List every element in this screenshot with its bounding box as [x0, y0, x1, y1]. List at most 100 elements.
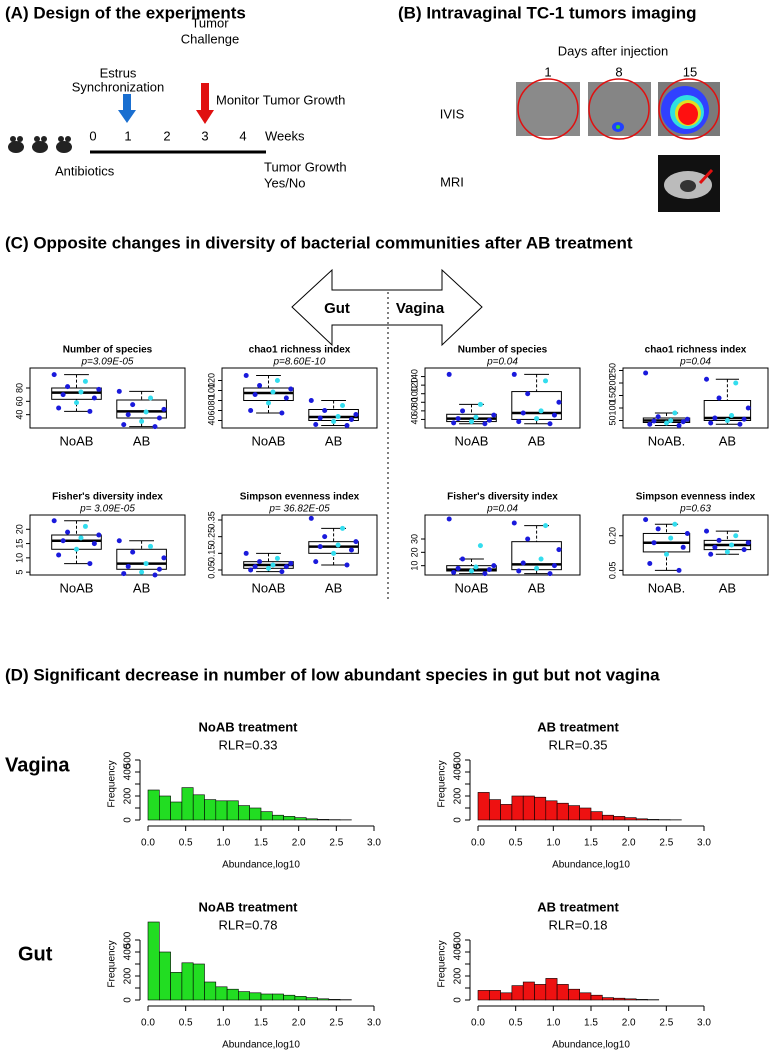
label: Weeks	[265, 128, 305, 143]
days: 1 8 15	[544, 64, 697, 79]
point	[78, 389, 84, 395]
bar	[579, 807, 592, 821]
point	[344, 562, 350, 568]
bar	[215, 986, 228, 1001]
bar	[147, 921, 160, 1001]
week-label: 1	[124, 128, 131, 143]
bar	[545, 978, 558, 1001]
point	[331, 419, 337, 424]
point	[353, 539, 359, 545]
point	[469, 568, 474, 574]
point	[139, 418, 145, 424]
point	[317, 415, 323, 421]
point	[139, 569, 145, 575]
bar	[647, 819, 660, 821]
y-tick-label: 200	[123, 787, 134, 804]
bar	[488, 990, 501, 1001]
y-tick-label: 5	[14, 570, 24, 575]
point	[257, 559, 263, 565]
x-axis-label: Abundance,log10	[552, 860, 630, 871]
bar	[271, 993, 284, 1001]
bar	[305, 997, 318, 1001]
annotation: p= 36.82E-05	[268, 504, 330, 515]
point	[51, 372, 57, 378]
bar	[534, 796, 547, 821]
bar	[511, 985, 524, 1001]
x-tick-label: AB	[528, 580, 545, 595]
point	[737, 421, 743, 427]
point	[116, 538, 122, 544]
x-tick-label: 0.0	[141, 1018, 155, 1029]
x-tick-label: AB	[719, 433, 736, 448]
point	[708, 551, 714, 557]
panel-d-title: (D) Significant decrease in number of lo…	[5, 665, 660, 684]
chart-title: NoAB treatment	[199, 899, 299, 914]
point	[655, 526, 661, 532]
point	[116, 388, 122, 394]
point	[712, 415, 718, 421]
point	[676, 567, 682, 573]
point	[344, 423, 350, 428]
label: MRI	[440, 174, 464, 189]
bar	[601, 814, 614, 821]
bar	[624, 998, 637, 1001]
point	[534, 565, 540, 571]
point	[51, 518, 57, 524]
bar	[328, 999, 341, 1001]
x-tick-label: 0.5	[509, 1018, 523, 1029]
y-tick-label: 0	[123, 817, 134, 823]
bar	[294, 817, 307, 821]
label: Antibiotics	[55, 163, 115, 178]
point	[729, 413, 735, 418]
point	[91, 395, 97, 401]
row-label: Vagina	[5, 754, 70, 776]
x-tick-label: NoAB	[252, 580, 286, 595]
point	[74, 546, 79, 552]
point	[680, 544, 686, 550]
point	[460, 556, 466, 562]
plot-frame	[424, 514, 581, 576]
bar	[317, 819, 330, 821]
point	[684, 416, 690, 422]
x-tick-label: NoAB	[60, 433, 94, 448]
point	[551, 412, 557, 418]
point	[148, 395, 154, 401]
day-label: 15	[683, 64, 697, 79]
point	[733, 533, 739, 539]
bar	[613, 997, 626, 1001]
point	[460, 408, 466, 414]
chart-title: AB treatment	[537, 899, 619, 914]
point	[252, 392, 258, 397]
y-tick-label: 400	[123, 763, 134, 780]
x-tick-label: 3.0	[367, 1018, 381, 1029]
chart-title: chao1 richness index	[249, 345, 351, 356]
plot-frame	[424, 367, 581, 429]
point	[741, 547, 747, 553]
point	[161, 406, 167, 412]
arrow	[118, 110, 136, 123]
x-tick-label: 1.0	[216, 838, 230, 849]
point	[121, 571, 127, 577]
y-tick-label: 0	[453, 817, 464, 823]
annotation: RLR=0.35	[549, 737, 608, 752]
bar	[294, 996, 307, 1001]
point	[672, 410, 678, 416]
y-tick-label: 200	[607, 375, 617, 390]
annotation: RLR=0.18	[549, 917, 608, 932]
plot-frame	[29, 367, 186, 429]
bar	[181, 962, 194, 1001]
plot-frame	[29, 514, 186, 576]
y-tick-label: 10	[14, 553, 24, 563]
x-tick-label: AB	[325, 433, 342, 448]
x-tick-label: 0.0	[141, 838, 155, 849]
y-tick-label: 200	[453, 787, 464, 804]
y-tick-label: 500	[123, 931, 134, 948]
point	[482, 571, 488, 577]
point	[647, 560, 653, 566]
point	[724, 418, 730, 423]
bar	[477, 990, 490, 1001]
annotation: p=0.04	[679, 357, 711, 368]
point	[477, 401, 483, 407]
y-tick-label: 250	[607, 363, 617, 378]
